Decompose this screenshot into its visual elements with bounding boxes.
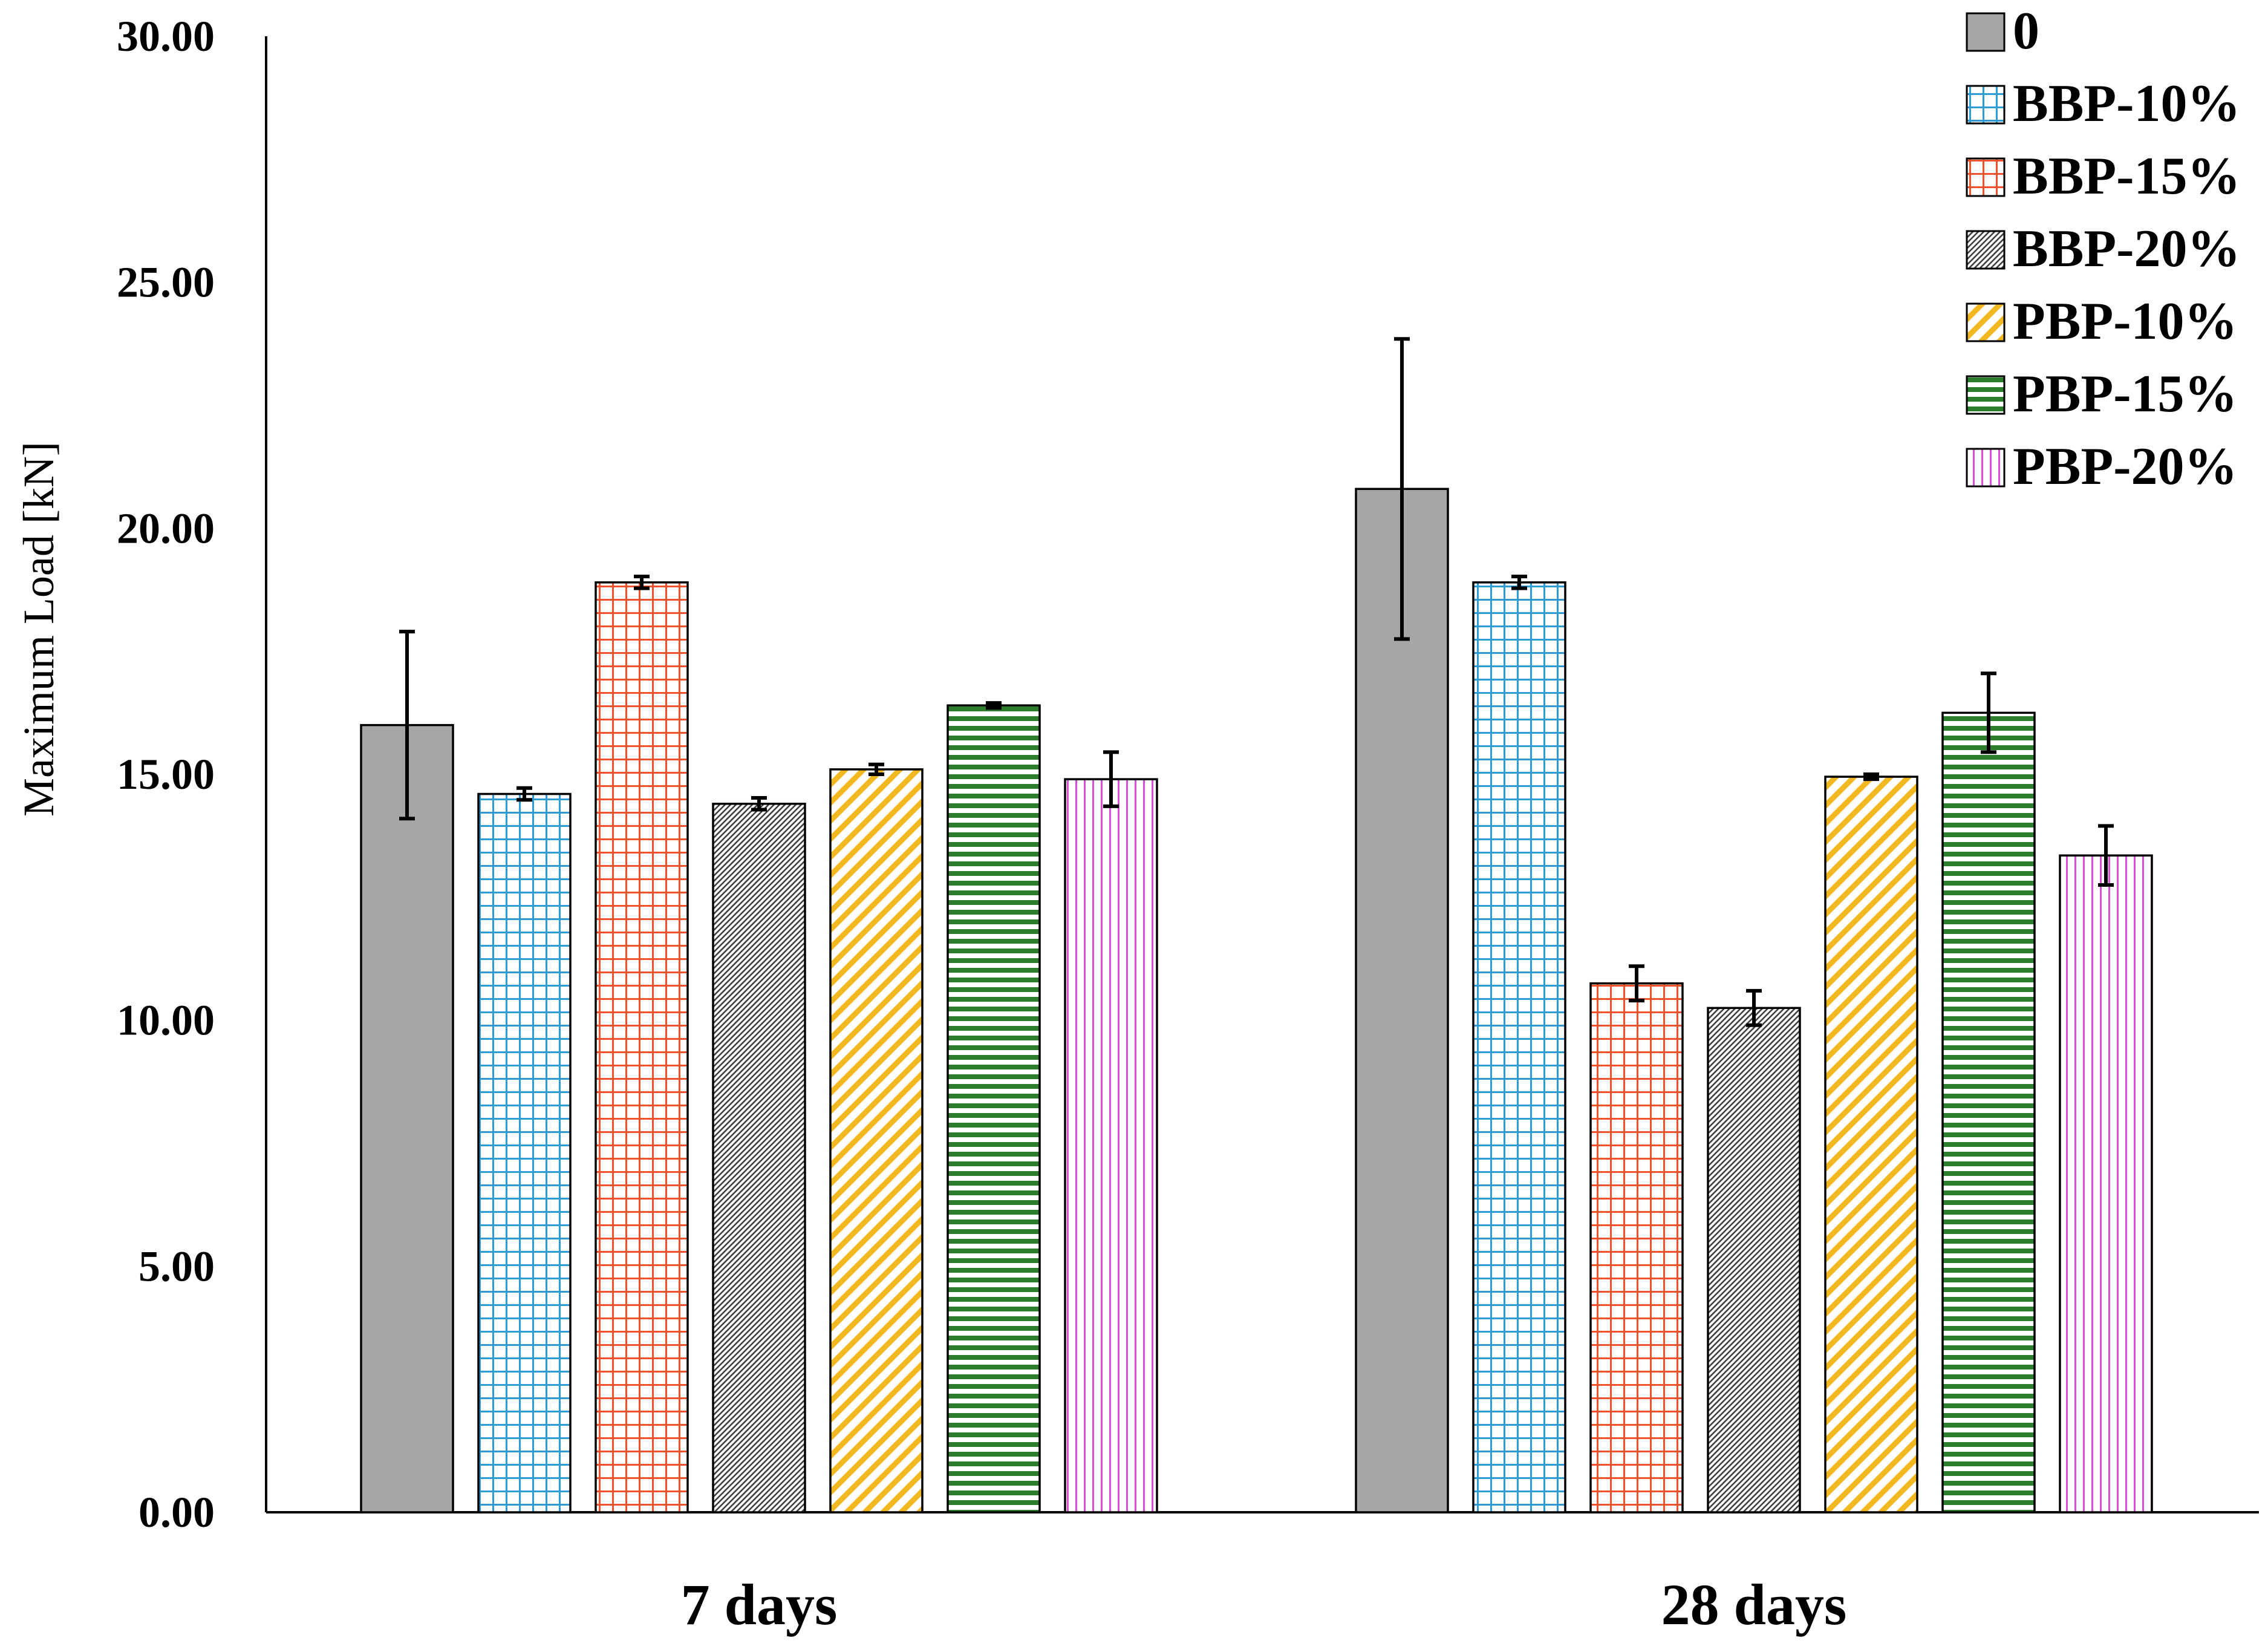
y-tick-label: 0.00	[138, 1488, 215, 1536]
legend-item: BBP-20%	[1966, 220, 2240, 278]
y-tick-label: 5.00	[138, 1242, 215, 1290]
error-bar	[1746, 988, 1762, 1027]
bar-PBP-20%	[2059, 854, 2153, 1513]
error-bar	[1511, 575, 1527, 590]
y-tick-label: 30.00	[117, 12, 215, 60]
y-tick-label: 10.00	[117, 996, 215, 1045]
bar-BBP-20%	[1707, 1007, 1801, 1513]
error-bar	[1103, 750, 1119, 808]
legend-item: PBP-20%	[1966, 437, 2238, 496]
legend-swatch	[1966, 12, 2006, 52]
y-axis-title: Maximum Load [kN]	[15, 442, 63, 817]
legend-item: BBP-10%	[1966, 74, 2240, 133]
bar-0	[1355, 488, 1449, 1513]
legend-item: BBP-15%	[1966, 147, 2240, 206]
legend-item: 0	[1966, 2, 2039, 60]
legend-label: BBP-20%	[2013, 220, 2240, 278]
legend-item: PBP-15%	[1966, 365, 2238, 423]
bar-PBP-20%	[1064, 778, 1158, 1513]
error-bar	[1863, 772, 1879, 782]
y-tick-label: 20.00	[117, 504, 215, 552]
bar-BBP-10%	[1472, 581, 1566, 1513]
legend-swatch	[1966, 157, 2006, 197]
legend-label: PBP-20%	[2013, 437, 2238, 496]
error-bar	[1629, 964, 1644, 1003]
legend-label: BBP-10%	[2013, 74, 2240, 133]
legend-swatch	[1966, 230, 2006, 270]
error-bar	[1394, 337, 1410, 641]
bar-0	[360, 723, 454, 1513]
error-bar	[868, 762, 884, 776]
error-bar	[399, 630, 415, 821]
y-tick-label: 25.00	[117, 258, 215, 307]
legend-label: BBP-15%	[2013, 147, 2240, 206]
y-tick-label: 15.00	[117, 750, 215, 798]
error-bar	[751, 796, 767, 812]
x-category-label: 7 days	[681, 1572, 838, 1637]
legend-label: 0	[2013, 2, 2039, 60]
bar-PBP-10%	[829, 768, 924, 1513]
error-bar	[516, 786, 532, 802]
error-bar	[634, 575, 650, 590]
error-bar	[1981, 671, 1996, 754]
legend-label: PBP-15%	[2013, 365, 2238, 423]
bar-BBP-20%	[712, 803, 806, 1513]
bars	[360, 488, 2153, 1513]
legend-swatch	[1966, 375, 2006, 415]
error-bar	[986, 701, 1002, 710]
error-bar	[2098, 824, 2114, 887]
bar-BBP-10%	[477, 792, 572, 1513]
x-category-label: 28 days	[1661, 1572, 1847, 1637]
legend-swatch	[1966, 302, 2006, 342]
bar-PBP-15%	[947, 704, 1041, 1513]
bar-BBP-15%	[1589, 982, 1684, 1513]
legend-item: PBP-10%	[1966, 292, 2238, 351]
error-bars	[399, 337, 2114, 1027]
legend-swatch	[1966, 85, 2006, 125]
legend-swatch	[1966, 448, 2006, 488]
bar-BBP-15%	[595, 581, 689, 1513]
bar-PBP-15%	[1941, 711, 2036, 1513]
legend: 0 BBP-10% BBP-15% BBP-20% PBP-10% PBP-15% PBP-…	[1966, 2, 2240, 496]
bar-PBP-10%	[1824, 775, 1918, 1513]
axes: 0.00 5.00 10.00 15.00 20.00 25.00 30.00 Maximum…	[15, 12, 2259, 1637]
legend-label: PBP-10%	[2013, 292, 2238, 351]
